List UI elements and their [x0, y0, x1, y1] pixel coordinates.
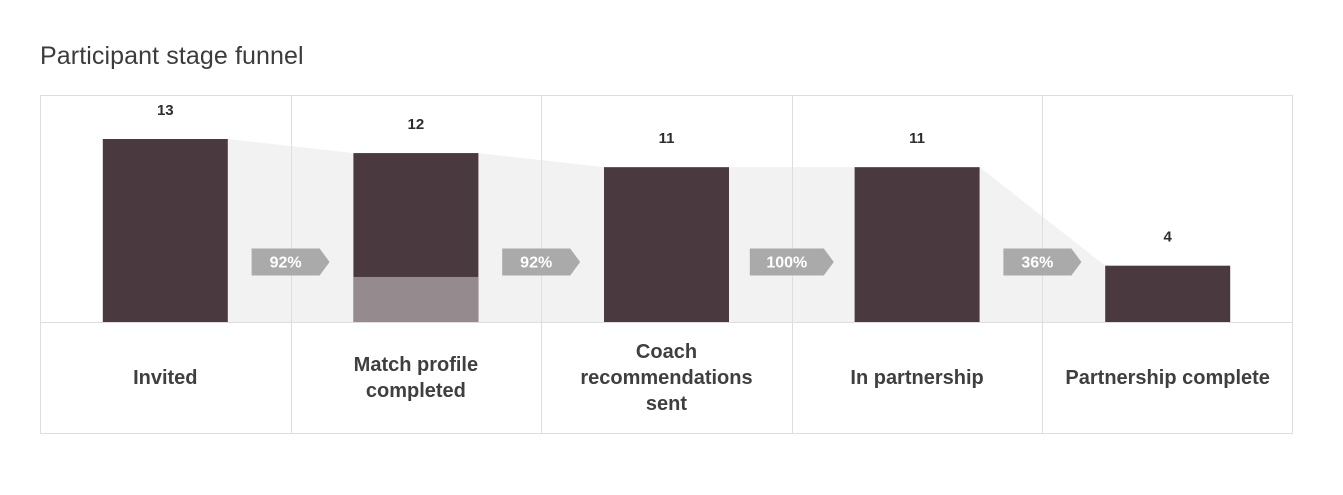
conversion-badge-1 [251, 248, 330, 276]
conversion-rate-label-3: 100% [766, 255, 807, 272]
connectors-layer [227, 139, 1106, 322]
bar-3 [604, 167, 729, 322]
conversion-badge-3 [749, 248, 834, 276]
conversion-rates-layer: 92% 92% 100% 36% [251, 248, 1082, 276]
bars-layer [102, 139, 1231, 322]
conversion-badge-2 [502, 248, 581, 276]
funnel-connector [227, 139, 354, 322]
value-label-1: 13 [157, 102, 174, 119]
value-labels-layer: 13 12 11 11 4 [157, 102, 1173, 246]
value-label-5: 4 [1164, 229, 1173, 246]
funnel-connector [729, 167, 855, 322]
bar-1 [102, 139, 228, 322]
grid-border [40, 95, 1293, 434]
value-label-2: 12 [408, 116, 425, 133]
conversion-rate-label-4: 36% [1021, 255, 1053, 272]
grid-layer [40, 95, 1293, 434]
conversion-badge-4 [1003, 248, 1082, 276]
chart-title: Participant stage funnel [40, 42, 304, 70]
bar-2-secondary-segment [353, 276, 479, 322]
bar-4 [854, 167, 980, 322]
value-label-3: 11 [659, 130, 675, 147]
conversion-rate-label-2: 92% [520, 255, 552, 272]
bar-5 [1105, 265, 1231, 322]
conversion-rate-label-1: 92% [270, 255, 302, 272]
value-label-4: 11 [909, 130, 925, 147]
